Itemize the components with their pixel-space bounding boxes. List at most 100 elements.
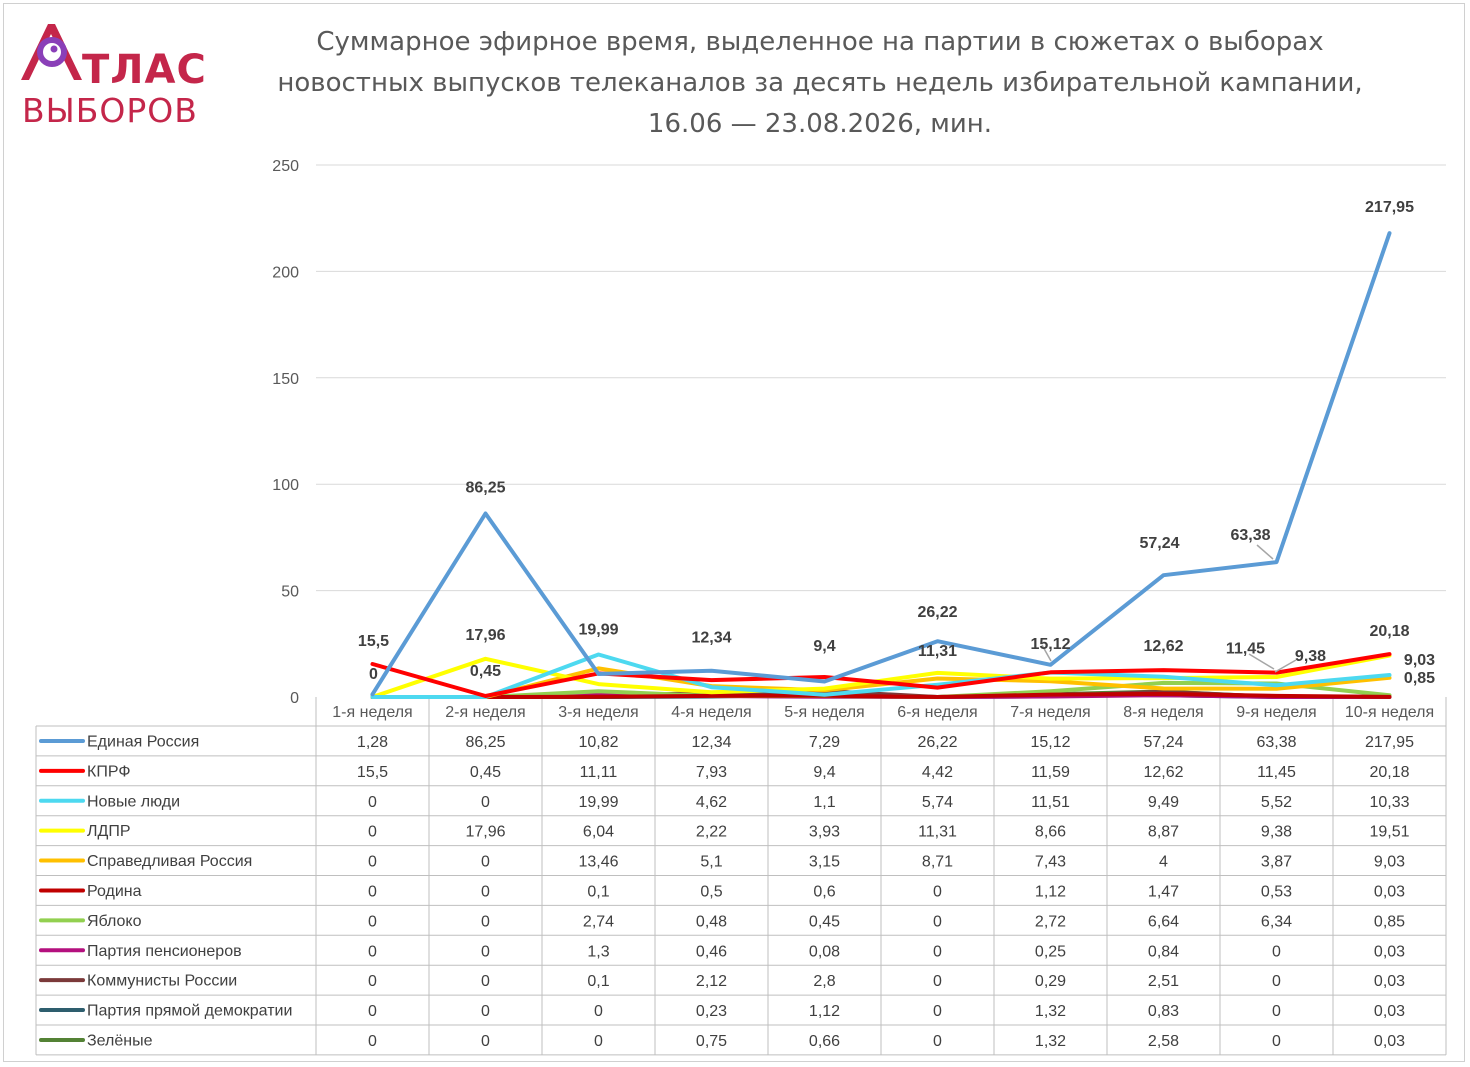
table-cell: 19,51	[1369, 824, 1409, 841]
table-cell: 0,46	[696, 943, 727, 960]
chart-title-line: 16.06 — 23.08.2026, мин.	[647, 109, 993, 139]
x-tick-label: 1-я неделя	[332, 704, 412, 721]
data-label: 20,18	[1369, 623, 1409, 640]
data-label: 19,99	[578, 621, 618, 638]
data-label: 9,4	[813, 638, 835, 655]
table-cell: 0,1	[587, 883, 609, 900]
x-tick-label: 6-я неделя	[897, 704, 977, 721]
x-tick-label: 8-я неделя	[1123, 704, 1203, 721]
series-line	[370, 231, 1392, 697]
table-cell: 11,45	[1257, 764, 1296, 781]
data-label: 15,5	[358, 633, 389, 650]
leader-line	[1256, 544, 1274, 560]
table-cell: 17,96	[465, 824, 505, 841]
table-cell: 11,59	[1031, 764, 1070, 781]
data-label: 26,22	[917, 604, 957, 621]
table-cell: 0	[368, 854, 377, 871]
table-cell: 0,84	[1148, 943, 1179, 960]
table-cell: 0,03	[1374, 943, 1405, 960]
series-line	[370, 691, 1392, 699]
table-cell: 0,08	[809, 943, 840, 960]
x-tick-label: 2-я неделя	[445, 704, 525, 721]
table-cell: 1,12	[809, 1003, 840, 1020]
table-cell: 2,12	[696, 973, 727, 990]
table-cell: 0	[933, 973, 942, 990]
table-cell: 7,29	[809, 734, 840, 751]
legend-entry: Зелёные	[87, 1032, 153, 1049]
logo-a-icon	[21, 24, 82, 80]
table-cell: 0	[933, 1003, 942, 1020]
table-cell: 0,25	[1035, 943, 1066, 960]
table-cell: 0	[933, 883, 942, 900]
table-cell: 0	[481, 1003, 490, 1020]
table-cell: 0	[933, 1033, 942, 1050]
data-label: 57,24	[1139, 535, 1179, 552]
legend-entry: Партия пенсионеров	[87, 943, 242, 960]
table-cell: 0,45	[470, 764, 501, 781]
chart-title-line: новостных выпусков телеканалов за десять…	[277, 68, 1363, 98]
table-cell: 0	[1272, 973, 1281, 990]
data-label: 86,25	[465, 479, 505, 496]
table-cell: 19,99	[578, 794, 618, 811]
table-cell: 2,8	[813, 973, 835, 990]
table-cell: 217,95	[1365, 734, 1414, 751]
table-cell: 2,51	[1148, 973, 1179, 990]
table-cell: 3,15	[809, 854, 840, 871]
table-cell: 9,4	[813, 764, 835, 781]
table-cell: 86,25	[465, 734, 505, 751]
data-label: 11,45	[1226, 641, 1265, 658]
table-cell: 0	[1272, 1033, 1281, 1050]
chart-title-line: Суммарное эфирное время, выделенное на п…	[316, 27, 1324, 57]
x-tick-label: 7-я неделя	[1010, 704, 1090, 721]
table-cell: 0	[594, 1003, 603, 1020]
table-cell: 0	[368, 913, 377, 930]
y-tick-label: 0	[290, 690, 299, 707]
table-cell: 0	[933, 913, 942, 930]
legend-entry: Родина	[87, 883, 142, 900]
data-label: 15,12	[1030, 636, 1070, 653]
table-cell: 0,03	[1374, 1033, 1405, 1050]
table-cell: 4	[1159, 854, 1168, 871]
table-cell: 6,34	[1261, 913, 1292, 930]
legend-entry: Новые люди	[87, 793, 180, 810]
table-cell: 4,42	[922, 764, 953, 781]
atlas-logo: ТЛАС ВЫБОРОВ	[20, 20, 206, 130]
legend-entry: Партия прямой демократии	[87, 1003, 292, 1020]
y-tick-label: 200	[272, 264, 299, 281]
table-cell: 9,38	[1261, 824, 1292, 841]
table-cell: 11,51	[1031, 794, 1070, 811]
table-cell: 0	[594, 1033, 603, 1050]
x-tick-label: 4-я неделя	[671, 704, 751, 721]
table-cell: 0	[368, 943, 377, 960]
table-cell: 0	[368, 883, 377, 900]
table-cell: 26,22	[917, 734, 957, 751]
table-cell: 2,72	[1035, 913, 1066, 930]
x-tick-label: 10-я неделя	[1345, 704, 1434, 721]
leader-line	[1041, 644, 1052, 662]
table-cell: 10,33	[1369, 794, 1409, 811]
x-tick-label: 9-я неделя	[1236, 704, 1316, 721]
table-cell: 0	[368, 1033, 377, 1050]
table-cell: 0	[933, 943, 942, 960]
legend-entry: Справедливая Россия	[87, 853, 252, 870]
table-cell: 8,66	[1035, 824, 1066, 841]
table-cell: 1,47	[1148, 883, 1179, 900]
data-label: 17,96	[465, 627, 505, 644]
table-cell: 0	[481, 943, 490, 960]
table-cell: 2,74	[583, 913, 614, 930]
table-cell: 0,5	[700, 883, 722, 900]
chart-frame	[3, 3, 1465, 1062]
table-cell: 20,18	[1369, 764, 1409, 781]
series-line	[370, 652, 1392, 698]
table-cell: 0,66	[809, 1033, 840, 1050]
table-cell: 0,75	[696, 1033, 727, 1050]
table-cell: 0,6	[813, 883, 835, 900]
table-cell: 63,38	[1256, 734, 1296, 751]
table-cell: 3,87	[1261, 854, 1292, 871]
table-cell: 0	[368, 1003, 377, 1020]
data-label: 0	[369, 666, 378, 683]
table-cell: 2,58	[1148, 1033, 1179, 1050]
table-cell: 3,93	[809, 824, 840, 841]
table-cell: 1,32	[1035, 1003, 1066, 1020]
